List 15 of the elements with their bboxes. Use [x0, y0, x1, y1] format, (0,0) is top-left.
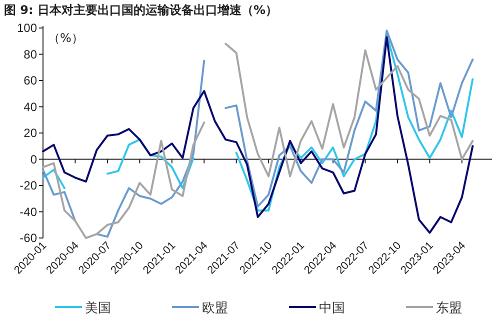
- y-tick-label: -40: [20, 204, 38, 219]
- y-tick-label: 0: [30, 152, 38, 166]
- y-tick-label: 80: [24, 47, 38, 62]
- y-tick-label: -60: [20, 231, 38, 245]
- y-tick-label: -20: [20, 178, 38, 192]
- y-tick-label: 20: [24, 126, 38, 140]
- legend-label: 东盟: [436, 301, 462, 316]
- legend-label: 中国: [319, 301, 345, 316]
- legend-label: 欧盟: [202, 301, 228, 316]
- y-tick-label: 40: [24, 100, 38, 114]
- y-tick-label: 100: [16, 21, 38, 35]
- y-axis-title: （%）: [48, 31, 84, 45]
- legend-label: 美国: [85, 300, 111, 316]
- chart-title: 图 9: 日本对主要出口国的运输设备出口增速（%）: [4, 3, 278, 17]
- y-tick-label: 60: [24, 74, 38, 88]
